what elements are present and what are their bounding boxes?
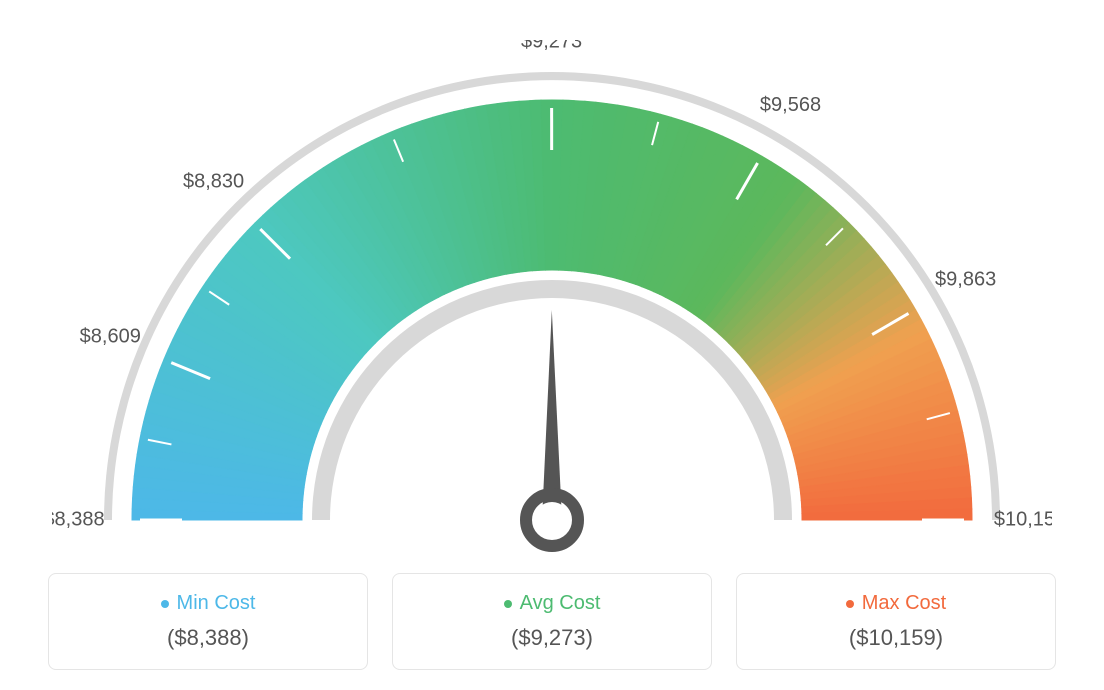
legend-avg-text: Avg Cost [520,592,601,615]
legend-avg-dot [504,600,512,608]
legend-max-text: Max Cost [862,592,946,615]
legend-min-text: Min Cost [177,592,256,615]
svg-text:$10,159: $10,159 [994,508,1052,530]
legend-avg-label: Avg Cost [504,592,601,615]
legend-min-label: Min Cost [161,592,256,615]
legend-container: Min Cost ($8,388) Avg Cost ($9,273) Max … [48,573,1056,670]
svg-text:$8,388: $8,388 [52,508,105,530]
gauge-svg: $8,388 $8,609 $8,830 $9,273 $9,568 $9,863 $10,… [52,40,1052,560]
gauge-chart: $8,388 $8,609 $8,830 $9,273 $9,568 $9,863 $10,… [52,40,1052,560]
svg-text:$8,609: $8,609 [80,326,141,348]
svg-text:$9,863: $9,863 [935,269,996,291]
legend-min: Min Cost ($8,388) [48,573,368,670]
legend-min-dot [161,600,169,608]
legend-avg-value: ($9,273) [425,625,679,651]
legend-max: Max Cost ($10,159) [736,573,1056,670]
legend-max-label: Max Cost [846,592,946,615]
svg-text:$9,273: $9,273 [521,40,582,52]
legend-min-value: ($8,388) [81,625,335,651]
legend-avg: Avg Cost ($9,273) [392,573,712,670]
legend-max-dot [846,600,854,608]
svg-text:$8,830: $8,830 [183,171,244,193]
legend-max-value: ($10,159) [769,625,1023,651]
svg-text:$9,568: $9,568 [760,94,821,116]
